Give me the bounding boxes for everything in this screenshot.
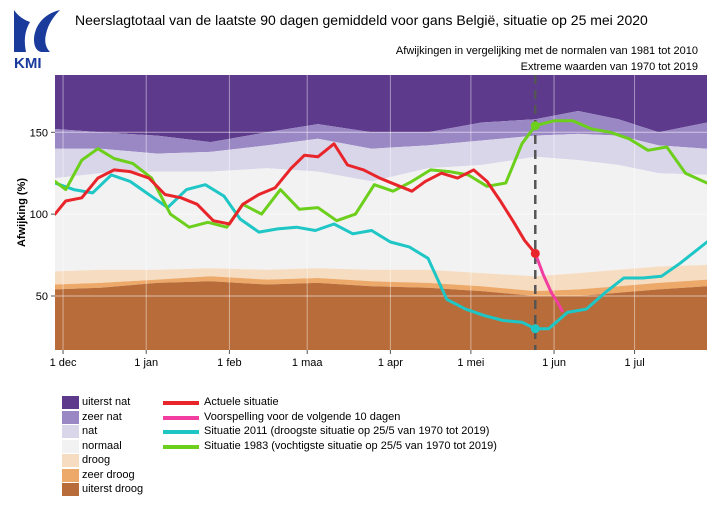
band-nat [55, 133, 707, 182]
chart-title: Neerslagtotaal van de laatste 90 dagen g… [75, 12, 648, 28]
band-uiterst-nat [55, 75, 707, 143]
legend-line-label: Actuele situatie [204, 396, 279, 408]
legend-band-swatch [62, 439, 79, 453]
legend-line-label: Situatie 1983 (vochtigste situatie op 25… [204, 439, 497, 452]
series-line-3 [55, 119, 707, 229]
series-line-0 [55, 142, 537, 255]
series-line-1 [533, 251, 564, 313]
legend-band-swatch [62, 425, 79, 438]
chart-subtitle-extremes: Extreme waarden van 1970 tot 2019 [520, 61, 698, 73]
kmi-logo-icon: KMI [14, 10, 60, 72]
x-tick-label-4: 1 apr [378, 357, 403, 369]
legend-band-label: droog [82, 454, 111, 466]
x-tick-label-7: 1 jul [624, 357, 644, 369]
band-droog [55, 264, 707, 292]
legend-band-swatch [62, 454, 79, 467]
x-tick-label-2: 1 feb [217, 357, 241, 369]
y-axis-label: Afwijking (%) [16, 178, 28, 247]
legend-band-swatch [62, 468, 79, 482]
legend-band-label: nat [82, 425, 98, 437]
legend-line-label: Situatie 2011 (droogste situatie op 25/5… [204, 425, 490, 437]
x-tick-label-0: 1 dec [50, 357, 77, 369]
marker-1 [530, 324, 540, 334]
legend-line-label: Voorspelling voor de volgende 10 dagen [204, 410, 401, 423]
legend-band-label: zeer nat [82, 410, 122, 423]
legend-band-swatch [62, 396, 79, 409]
legend-line-swatch [163, 401, 199, 405]
legend-line-swatch [163, 430, 199, 434]
kmi-logo-text: KMI [14, 55, 42, 70]
legend-band-label: zeer droog [82, 468, 135, 481]
x-tick-label-6: 1 jun [542, 357, 566, 369]
x-tick-label-5: 1 mei [457, 357, 484, 369]
legend-band-swatch [62, 410, 79, 424]
legend-band-label: uiterst droog [82, 483, 144, 495]
legend-line-swatch [163, 444, 199, 449]
band-uiterst-droog [55, 281, 707, 350]
band-group [55, 75, 707, 350]
marker-0 [530, 248, 540, 258]
x-tick-label-1: 1 jan [134, 357, 158, 369]
chart-subtitle-normals: Afwijkingen in vergelijking met de norma… [395, 45, 698, 57]
legend-band-swatch [62, 483, 79, 496]
kmi-logo: KMI [10, 8, 66, 72]
legend-band-label: uiterst nat [82, 396, 131, 408]
y-tick-label-1: 100 [30, 209, 48, 221]
x-tick-label-3: 1 maa [292, 357, 323, 369]
legend-band-label: normaal [82, 439, 122, 452]
marker-2 [530, 121, 540, 131]
band-normaal [55, 156, 707, 277]
band-zeer-droog [55, 276, 707, 296]
y-tick-label-0: 50 [36, 291, 48, 303]
y-tick-label-2: 150 [30, 127, 48, 139]
series-group [55, 119, 707, 331]
legend-line-swatch [163, 415, 199, 420]
